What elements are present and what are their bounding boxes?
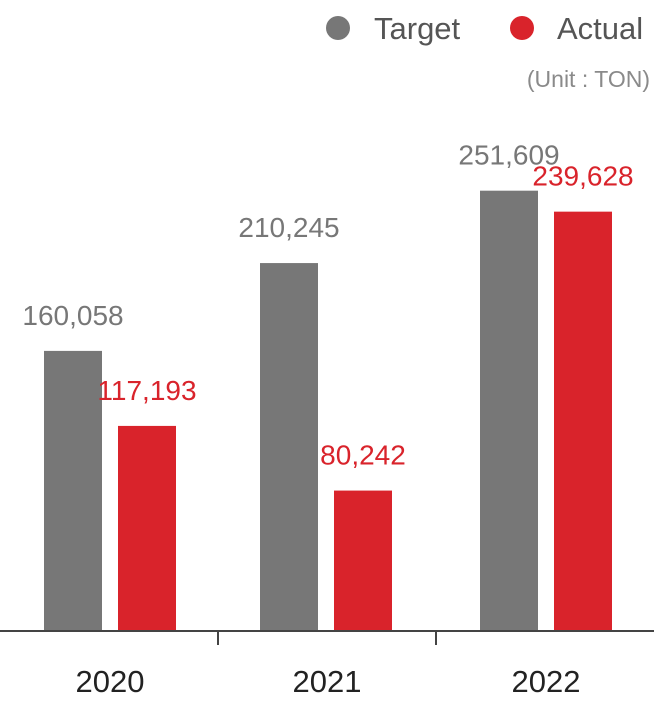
bar-actual-2021[interactable]	[334, 490, 392, 631]
x-axis-ticks	[217, 631, 437, 645]
data-label-actual-2020: 117,193	[97, 375, 196, 406]
x-axis: 2020 2021 2022	[0, 630, 654, 699]
data-label-target-2022: 251,609	[458, 140, 559, 171]
bar-target-2021[interactable]	[260, 263, 318, 631]
legend-item-target[interactable]: Target	[326, 11, 461, 46]
legend-swatch-actual	[510, 16, 534, 40]
legend-item-actual[interactable]: Actual	[510, 11, 643, 46]
bar-target-2020[interactable]	[44, 350, 102, 631]
x-axis-tick-labels: 2020 2021 2022	[76, 664, 581, 699]
bar-target-2022[interactable]	[480, 190, 538, 631]
unit-label: (Unit : TON)	[527, 66, 650, 92]
data-label-actual-2021: 80,242	[320, 440, 406, 471]
legend: Target Actual	[326, 11, 643, 46]
legend-label-target: Target	[374, 11, 461, 46]
x-tick-label-2022: 2022	[512, 664, 581, 699]
x-tick-label-2020: 2020	[76, 664, 145, 699]
data-label-target-2020: 160,058	[22, 300, 123, 331]
data-label-target-2021: 210,245	[238, 212, 339, 243]
bar-actual-2020[interactable]	[118, 425, 176, 631]
bar-actual-2022[interactable]	[554, 211, 612, 631]
legend-swatch-target	[326, 16, 350, 40]
bars-layer	[44, 190, 612, 631]
data-label-actual-2022: 239,628	[532, 161, 633, 192]
data-labels-layer: 160,058 117,193 210,245 80,242 251,609239,62…	[22, 140, 633, 471]
legend-label-actual: Actual	[557, 11, 643, 46]
x-tick-label-2021: 2021	[293, 664, 362, 699]
